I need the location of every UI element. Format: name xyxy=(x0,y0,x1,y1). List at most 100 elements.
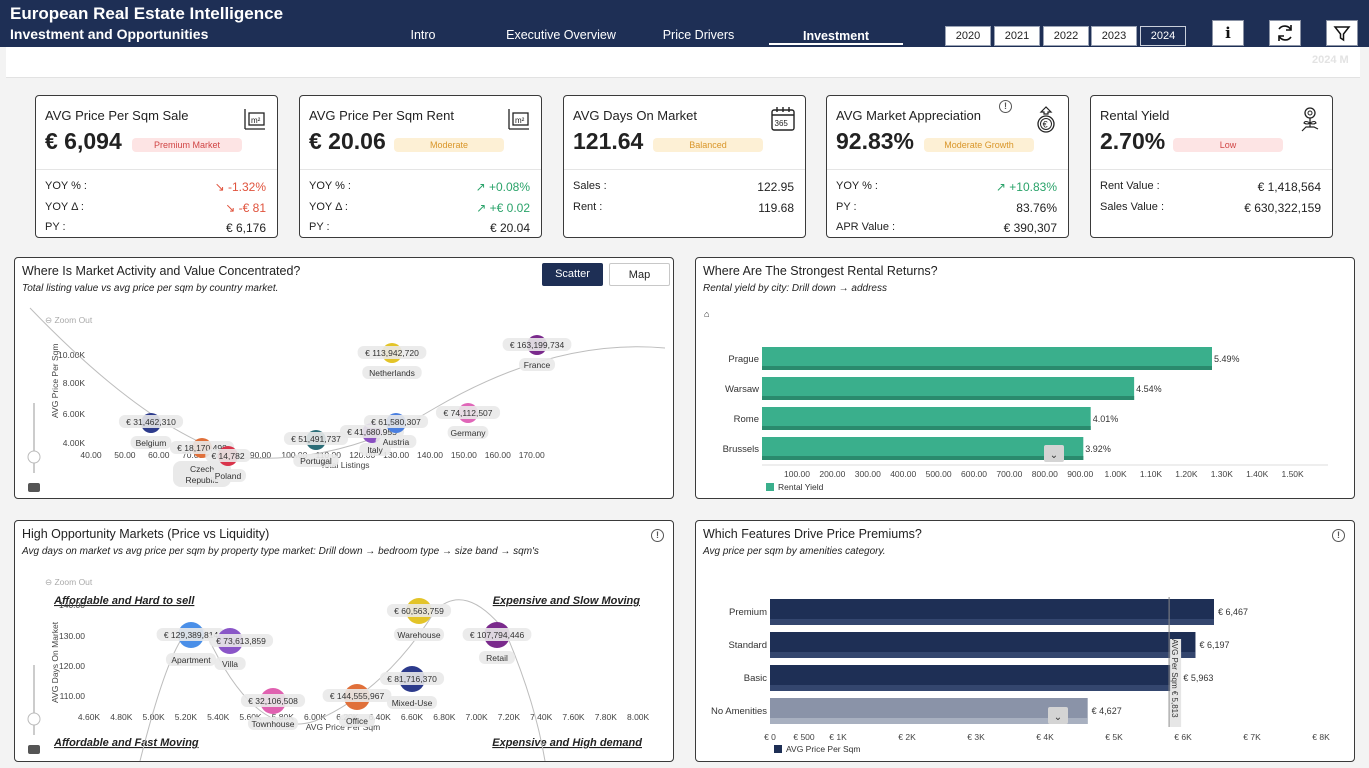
x-tick-label: 160.00 xyxy=(485,450,511,460)
drill-down-chevron-button[interactable] xyxy=(1044,445,1064,462)
bar-value-label: € 6,197 xyxy=(1199,640,1229,650)
row-value: ↗ +€ 0.02 xyxy=(476,201,530,215)
bar-rome[interactable] xyxy=(762,407,1091,430)
row-label: PY : xyxy=(45,221,66,233)
info-button[interactable]: i xyxy=(1212,20,1244,46)
legend-label: Rental Yield xyxy=(778,482,824,492)
x-tick-label: 1.40K xyxy=(1246,469,1269,479)
x-tick-label: 5.40K xyxy=(207,712,230,722)
year-2020-button[interactable]: 2020 xyxy=(945,26,991,46)
point-name-label: Germany xyxy=(451,428,487,438)
euro-growth-icon: € xyxy=(1037,106,1055,133)
row-label: PY : xyxy=(836,201,857,213)
x-tick-label: 4.60K xyxy=(78,712,101,722)
amenities-bar-chart: Premium € 6,467 Standard € 6,197 Basic € 5,96… xyxy=(711,597,1330,754)
year-2022-button[interactable]: 2022 xyxy=(1043,26,1089,46)
bar-value-label: 3.92% xyxy=(1085,444,1111,454)
point-value-label: € 74,112,507 xyxy=(444,408,493,418)
kpi-card-market-appreciation: AVG Market Appreciation ! € 92.83% Moder… xyxy=(826,95,1069,238)
status-badge: Premium Market xyxy=(132,138,242,152)
drill-down-chevron-button[interactable] xyxy=(1048,707,1068,724)
ghost-label: 2024 M xyxy=(1312,54,1349,66)
chevron-down-icon[interactable]: ⌄ xyxy=(1054,712,1062,723)
nav-executive-overview[interactable]: Executive Overview xyxy=(506,28,616,42)
bar-prague[interactable] xyxy=(762,347,1212,370)
bar-category-label: Premium xyxy=(729,607,767,618)
bar-shade xyxy=(762,456,1084,460)
point-name-label-bg xyxy=(293,454,339,467)
nav-investment[interactable]: Investment xyxy=(803,29,869,43)
market-scatter-chart: ⊖ Zoom Out40.0050.0060.0070.0080.0090.00… xyxy=(27,307,666,492)
bar-shade xyxy=(770,619,1214,625)
chevron-down-icon[interactable]: ⌄ xyxy=(1050,450,1058,461)
x-tick-label: 70.00 xyxy=(182,450,204,460)
scatter-toggle-button[interactable]: Scatter xyxy=(542,263,603,286)
bar-brussels[interactable] xyxy=(762,437,1084,460)
point-name-label-bg xyxy=(338,714,376,727)
bar-shade xyxy=(762,396,1135,400)
point-name-label: Office xyxy=(346,716,368,726)
scatter2-zoom-slider-handle[interactable] xyxy=(27,712,41,726)
bar-category-label: Warsaw xyxy=(725,384,759,395)
info-icon[interactable]: ! xyxy=(1332,529,1345,542)
x-tick-label: € 0 xyxy=(764,732,776,742)
point-name-label-bg xyxy=(478,651,516,664)
opportunity-scatter-chart: ⊖ Zoom Out Affordable and Hard to sell Exp… xyxy=(27,577,650,761)
map-toggle-button[interactable]: Map xyxy=(609,263,670,286)
point-value-label: € 41,680,955 xyxy=(347,427,397,437)
filter-button[interactable] xyxy=(1326,20,1358,46)
x-tick-label: 130.00 xyxy=(383,450,409,460)
scatter2-camera-icon[interactable] xyxy=(28,745,40,754)
point-value-label-bg xyxy=(379,672,445,685)
x-tick-label: 600.00 xyxy=(961,469,987,479)
refresh-button[interactable] xyxy=(1269,20,1301,46)
x-tick-label: 7.20K xyxy=(498,712,521,722)
point-name-label: Villa xyxy=(222,659,238,669)
bar-category-label: Standard xyxy=(728,640,767,651)
legend-swatch xyxy=(774,745,782,753)
x-tick-label: € 3K xyxy=(967,732,985,742)
scatter1-camera-icon[interactable] xyxy=(28,483,40,492)
point-value-label-bg xyxy=(208,634,274,647)
y-tick-label: 120.00 xyxy=(59,661,85,671)
legend-swatch xyxy=(766,483,774,491)
point-value-label: € 163,199,734 xyxy=(510,340,565,350)
divider xyxy=(300,169,541,170)
scatter1-zoom-slider-handle[interactable] xyxy=(27,450,41,464)
panel-title: Where Is Market Activity and Value Conce… xyxy=(22,264,301,278)
info-icon[interactable]: ! xyxy=(999,100,1012,113)
row-value: € 20.04 xyxy=(489,221,530,235)
point-value-label-bg xyxy=(118,415,184,428)
trend-line xyxy=(29,307,666,459)
point-name-label-bg xyxy=(165,653,217,666)
x-tick-label: 6.40K xyxy=(369,712,392,722)
nav-price-drivers[interactable]: Price Drivers xyxy=(662,28,735,42)
bar-warsaw[interactable] xyxy=(762,377,1135,400)
point-name-label: France xyxy=(524,360,551,370)
year-2021-button[interactable]: 2021 xyxy=(994,26,1040,46)
year-2023-button[interactable]: 2023 xyxy=(1091,26,1137,46)
y-tick-label: 140.00 xyxy=(59,600,85,610)
point-value-label-bg xyxy=(363,415,429,428)
nav-intro[interactable]: Intro xyxy=(410,28,436,42)
drill-up-home-icon[interactable]: ⌂ xyxy=(704,309,709,319)
panel-title: High Opportunity Markets (Price vs Liqui… xyxy=(22,527,270,541)
x-tick-label: 5.20K xyxy=(175,712,198,722)
x-tick-label: € 8K xyxy=(1312,732,1330,742)
row-label: Sales : xyxy=(573,180,607,192)
row-label: Rent Value : xyxy=(1100,180,1160,192)
status-badge: Low xyxy=(1173,138,1283,152)
point-name-label: Portugal xyxy=(300,456,332,466)
info-icon[interactable]: ! xyxy=(651,529,664,542)
point-name-label: Belgium xyxy=(136,438,167,448)
bar-category-label: Brussels xyxy=(723,444,760,455)
kpi-title: AVG Price Per Sqm Rent xyxy=(309,108,454,123)
point-name-label-bg xyxy=(447,426,489,439)
scatter1-zoom-out-link[interactable]: ⊖ Zoom Out xyxy=(45,315,93,325)
row-value: 119.68 xyxy=(758,201,794,215)
year-2024-button[interactable]: 2024 xyxy=(1140,26,1186,46)
point-value-label: € 18,170,498 xyxy=(177,443,227,453)
scatter2-zoom-out-link[interactable]: ⊖ Zoom Out xyxy=(45,577,93,587)
point-name-label-bg xyxy=(375,435,417,448)
point-value-label: € 81,716,370 xyxy=(387,674,437,684)
